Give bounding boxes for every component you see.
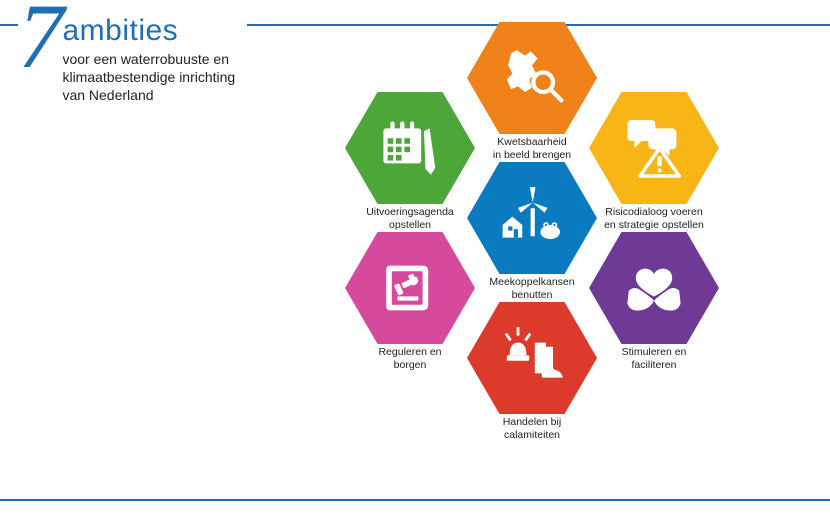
hex-risicodialoog-label: Risicodialoog voeren en strategie opstel… [584, 206, 724, 232]
hands-heart-icon [619, 253, 689, 323]
hex-uitvoeringsagenda-label: Uitvoeringsagenda opstellen [340, 206, 480, 232]
hex-reguleren [345, 232, 475, 344]
windmill-house-frog-icon [497, 183, 567, 253]
hex-stimuleren [589, 232, 719, 344]
hex-kwetsbaarheid [467, 22, 597, 134]
lawbook-gavel-icon [375, 253, 445, 323]
hex-kwetsbaarheid-label: Kwetsbaarheid in beeld brengen [462, 136, 602, 162]
map-magnify-icon [497, 43, 567, 113]
chat-warning-icon [619, 113, 689, 183]
hex-stimuleren-label: Stimuleren en faciliteren [584, 346, 724, 372]
siren-boots-icon [497, 323, 567, 393]
hex-handelen-label: Handelen bij calamiteiten [462, 416, 602, 442]
hex-handelen [467, 302, 597, 414]
hex-reguleren-label: Reguleren en borgen [340, 346, 480, 372]
calendar-pen-icon [375, 113, 445, 183]
hex-risicodialoog [589, 92, 719, 204]
hex-meekoppelkansen-label: Meekoppelkansen benutten [462, 276, 602, 302]
hex-meekoppelkansen [467, 162, 597, 274]
hexagon-diagram: Kwetsbaarheid in beeld brengen [0, 0, 830, 519]
hex-uitvoeringsagenda [345, 92, 475, 204]
